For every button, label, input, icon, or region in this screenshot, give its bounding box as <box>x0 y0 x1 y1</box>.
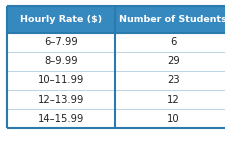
Text: Hourly Rate ($): Hourly Rate ($) <box>20 15 102 24</box>
Text: 29: 29 <box>167 56 180 66</box>
Text: 10–11.99: 10–11.99 <box>38 76 84 85</box>
Bar <box>7 6 225 33</box>
Text: 12: 12 <box>167 95 180 105</box>
Text: 23: 23 <box>167 76 180 85</box>
Bar <box>7 33 225 52</box>
Text: 12–13.99: 12–13.99 <box>38 95 84 105</box>
Text: 14–15.99: 14–15.99 <box>38 114 84 124</box>
Bar <box>7 90 225 109</box>
Text: Number of Students: Number of Students <box>119 15 225 24</box>
Text: 6–7.99: 6–7.99 <box>44 37 78 47</box>
Bar <box>7 71 225 90</box>
Bar <box>7 109 225 128</box>
Text: 10: 10 <box>167 114 180 124</box>
Text: 8–9.99: 8–9.99 <box>44 56 78 66</box>
Text: 6: 6 <box>170 37 176 47</box>
Bar <box>7 52 225 71</box>
